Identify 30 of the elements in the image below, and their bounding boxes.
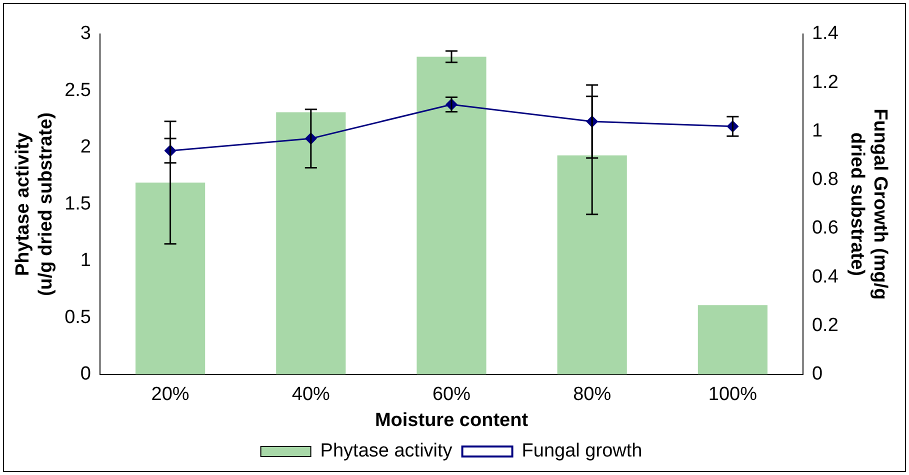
y-tick-label: 1 (80, 250, 92, 272)
y-tick-label: 3 (80, 23, 92, 44)
bar (416, 56, 486, 374)
y2-tick-label: 1.2 (812, 72, 838, 93)
y2-tick-label: 1 (812, 120, 823, 142)
y-tick-label: 2 (80, 136, 92, 158)
x-tick-label: 100% (708, 384, 758, 406)
y2-tick-label: 0.4 (812, 266, 839, 288)
y2-tick-label: 0.8 (812, 169, 838, 190)
y2-tick-label: 1.4 (812, 23, 839, 44)
y-axis-title: Phytase activity (u/g dried substrate) (12, 112, 56, 296)
x-tick-label: 60% (432, 384, 471, 406)
y2-tick-label: 0 (812, 364, 823, 385)
y-tick-label: 1.5 (64, 193, 92, 214)
y2-axis-title: Fungal Growth (mg/g dried substrate) (846, 108, 890, 300)
y2-tick-label: 0.2 (812, 315, 838, 336)
legend-label: Fungal growth (522, 440, 642, 462)
y-tick-label: 0 (80, 364, 92, 385)
bar (698, 305, 768, 374)
bar (276, 112, 346, 374)
y-tick-label: 2.5 (64, 80, 92, 101)
y-tick-label: 0.5 (64, 306, 92, 328)
bar (136, 182, 206, 374)
bar (557, 155, 627, 374)
x-tick-label: 20% (151, 384, 190, 406)
x-axis-title: Moisture content (374, 410, 529, 431)
x-tick-label: 40% (292, 384, 330, 406)
legend-label: Phytase activity (320, 440, 453, 462)
x-tick-label: 80% (573, 384, 612, 406)
y2-tick-label: 0.6 (812, 218, 838, 239)
